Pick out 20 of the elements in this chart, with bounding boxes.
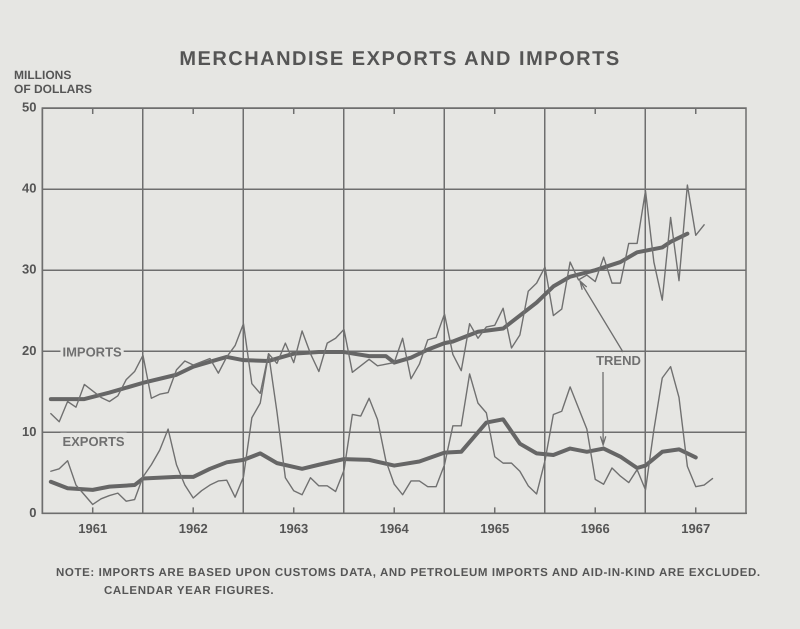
y-tick-label: 30 xyxy=(22,262,36,277)
series-label: IMPORTS xyxy=(62,344,122,360)
y-tick-label: 40 xyxy=(22,180,36,196)
x-tick-label: 1961 xyxy=(78,520,108,536)
x-tick-label: 1962 xyxy=(178,520,208,536)
y-tick-label: 0 xyxy=(29,504,36,520)
y-tick-label: 10 xyxy=(22,424,36,439)
text: CALENDAR YEAR FIGURES. xyxy=(103,584,276,599)
x-tick-label: 1964 xyxy=(380,520,410,536)
y-tick-label: 50 xyxy=(22,100,36,115)
x-tick-label: 1966 xyxy=(580,520,610,536)
annotation: TREND xyxy=(596,353,641,368)
series-label: EXPORTS xyxy=(62,434,125,449)
x-tick-label: 1965 xyxy=(480,520,510,536)
y-axis-title: MILLIONS OF DOLLARS xyxy=(14,68,92,96)
chart-title: MERCHANDISE EXPORTS AND IMPORTS xyxy=(179,48,621,70)
y-tick-label: 20 xyxy=(22,342,36,358)
x-tick-label: 1963 xyxy=(279,520,308,536)
x-tick-label: 1967 xyxy=(681,520,710,536)
text: NOTE: IMPORTS ARE BASED UPON CUSTOMS DATA, AND PETROLEUM IMPORTS AND AID-IN-KIND ARE EXCLUDED. xyxy=(56,566,761,581)
